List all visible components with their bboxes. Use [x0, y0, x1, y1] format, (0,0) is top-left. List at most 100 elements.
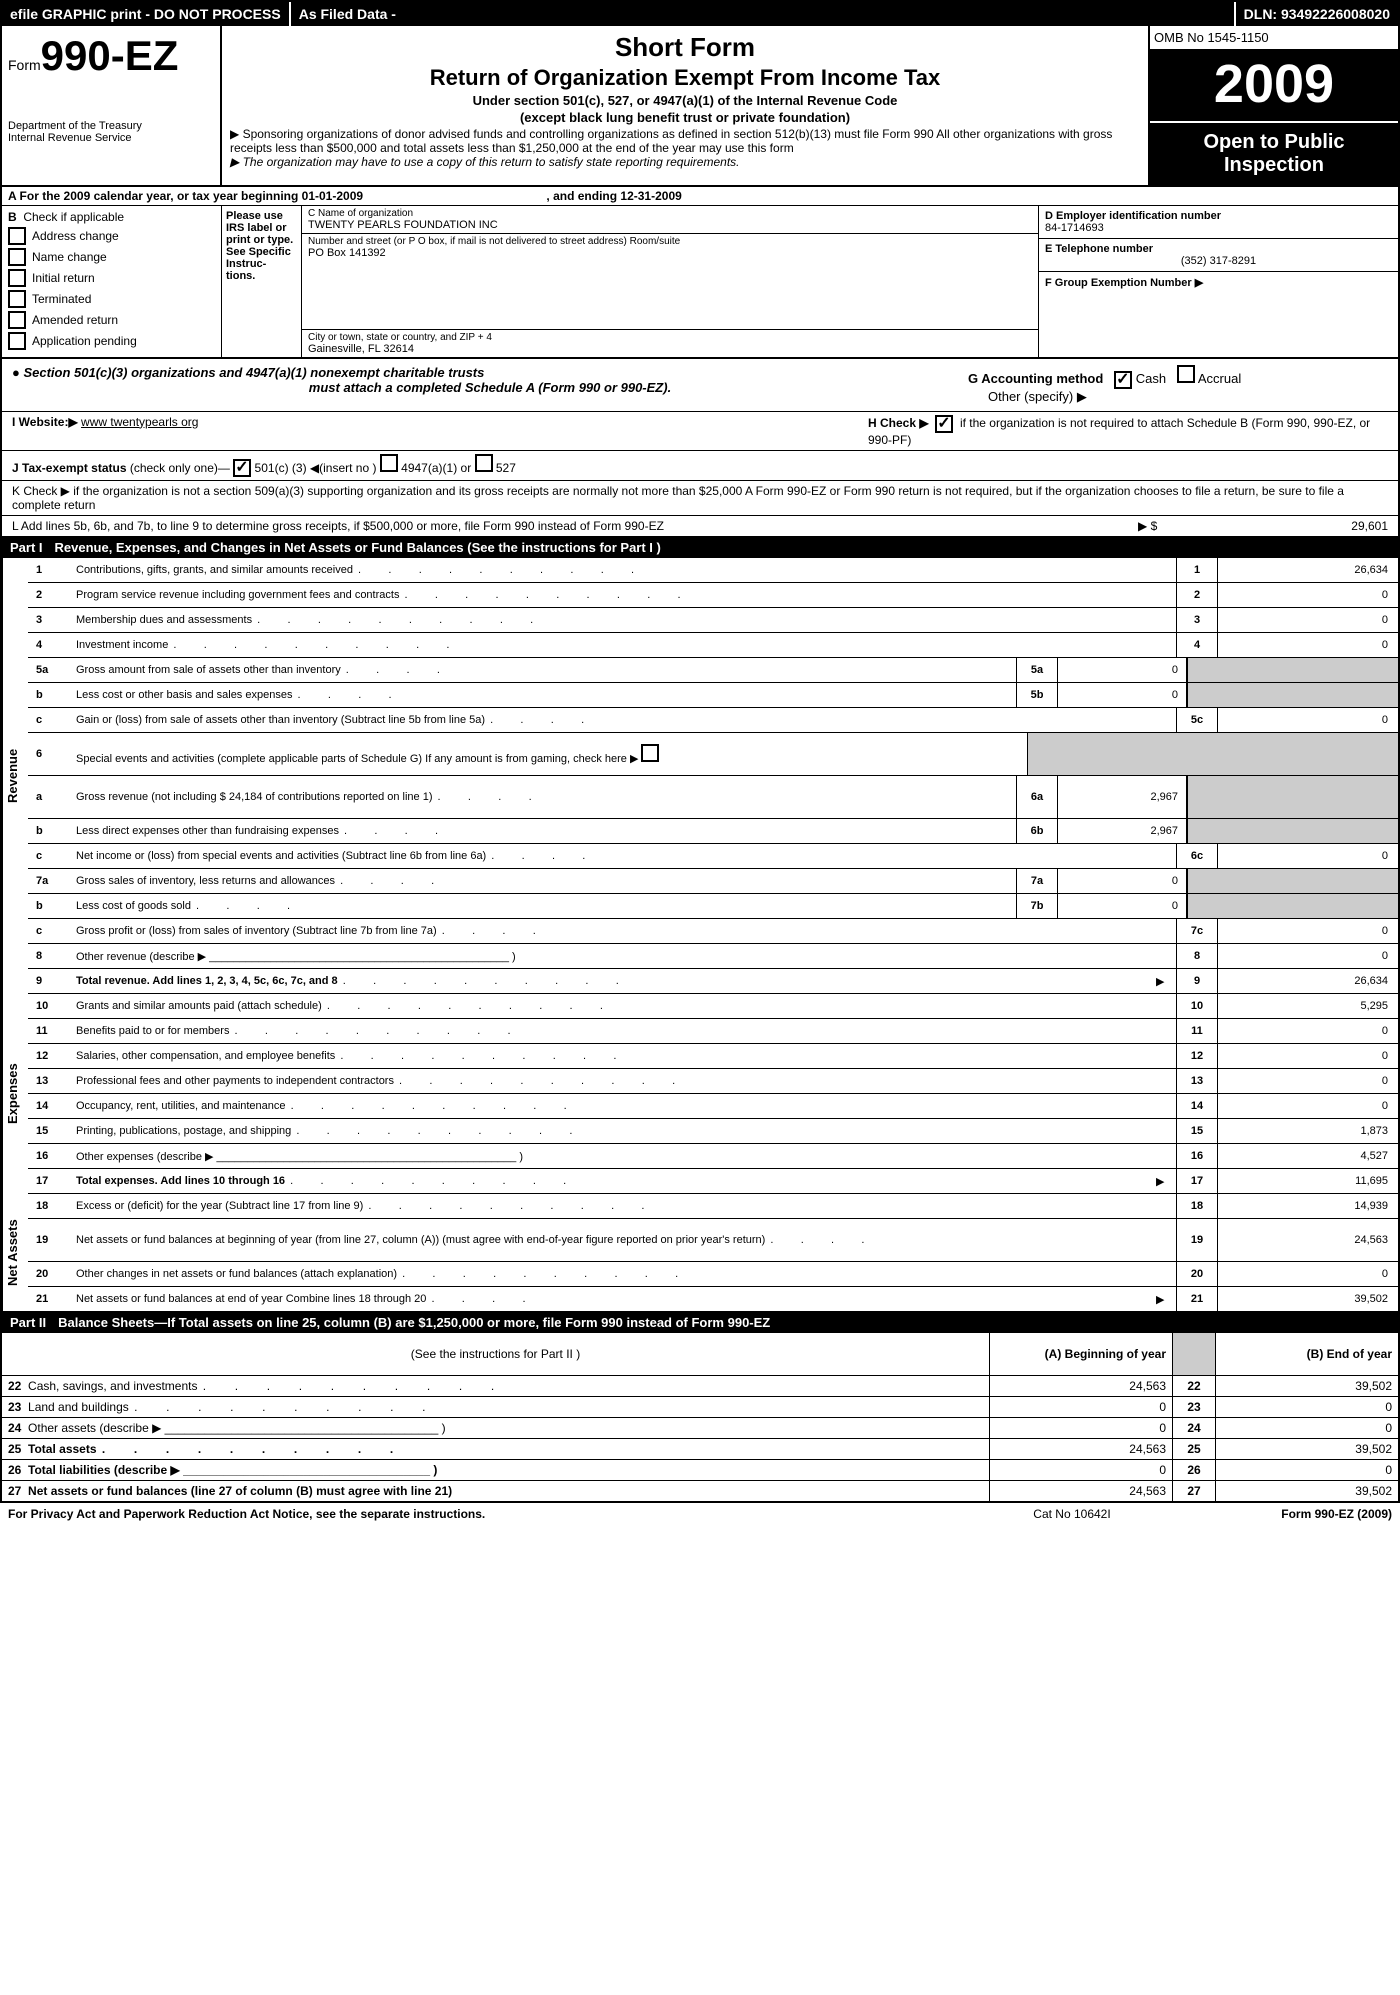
line-16: 16Other expenses (describe ▶ ___________…: [28, 1144, 1398, 1169]
header-left: Form990-EZ Department of the Treasury In…: [2, 26, 222, 185]
bal-row-23: 23 Land and buildings0230: [2, 1397, 1398, 1418]
line-5b: bLess cost or other basis and sales expe…: [28, 683, 1398, 708]
form-container: efile GRAPHIC print - DO NOT PROCESS As …: [0, 0, 1400, 1503]
part-2-header: Part II Balance Sheets—If Total assets o…: [2, 1312, 1398, 1333]
chk-cash[interactable]: [1114, 371, 1132, 389]
ein-label: D Employer identification number: [1045, 210, 1392, 222]
section-501: ● Section 501(c)(3) organizations and 49…: [2, 359, 1398, 412]
h-label: H Check ▶: [868, 416, 929, 430]
chk-4947[interactable]: [380, 454, 398, 472]
dept-treasury: Department of the Treasury: [8, 120, 214, 132]
inspection-1: Open to Public: [1158, 131, 1390, 154]
chk-amended[interactable]: Amended return: [8, 311, 215, 329]
section-a: A For the 2009 calendar year, or tax yea…: [2, 187, 1398, 206]
line-10: 10Grants and similar amounts paid (attac…: [28, 994, 1398, 1019]
line-21: 21Net assets or fund balances at end of …: [28, 1287, 1398, 1311]
bal-row-22: 22 Cash, savings, and investments24,5632…: [2, 1376, 1398, 1397]
bal-row-26: 26 Total liabilities (describe ▶ _______…: [2, 1460, 1398, 1481]
chk-address-change[interactable]: Address change: [8, 227, 215, 245]
group-exemption-label: F Group Exemption Number ▶: [1045, 276, 1392, 289]
chk-accrual[interactable]: [1177, 365, 1195, 383]
chk-schedule-b[interactable]: [935, 415, 953, 433]
org-name: TWENTY PEARLS FOUNDATION INC: [308, 219, 1032, 231]
line-6a: aGross revenue (not including $ 24,184 o…: [28, 776, 1398, 819]
expenses-label: Expenses: [2, 994, 28, 1194]
period-begin: A For the 2009 calendar year, or tax yea…: [8, 189, 363, 203]
line-5a: 5aGross amount from sale of assets other…: [28, 658, 1398, 683]
line-7b: bLess cost of goods sold7b0: [28, 894, 1398, 919]
chk-pending[interactable]: Application pending: [8, 332, 215, 350]
k-line: K Check ▶ if the organization is not a s…: [2, 481, 1398, 516]
revenue-label: Revenue: [2, 558, 28, 994]
note-2: ▶ The organization may have to use a cop…: [230, 155, 1140, 169]
dept-irs: Internal Revenue Service: [8, 132, 214, 144]
footer-right: Form 990-EZ (2009): [1172, 1507, 1392, 1521]
inspection-2: Inspection: [1158, 154, 1390, 177]
footer-left: For Privacy Act and Paperwork Reduction …: [8, 1507, 972, 1521]
dln-label: DLN: 93492226008020: [1236, 2, 1398, 26]
col-c: C Name of organization TWENTY PEARLS FOU…: [302, 206, 1038, 357]
chk-name-change[interactable]: Name change: [8, 248, 215, 266]
chk-initial-return[interactable]: Initial return: [8, 269, 215, 287]
header-mid: Short Form Return of Organization Exempt…: [222, 26, 1148, 185]
sec501-line1: ● Section 501(c)(3) organizations and 49…: [12, 365, 968, 380]
line-15: 15Printing, publications, postage, and s…: [28, 1119, 1398, 1144]
chk-terminated[interactable]: Terminated: [8, 290, 215, 308]
g-label: G Accounting method: [968, 371, 1103, 386]
header-right: OMB No 1545-1150 2009 Open to Public Ins…: [1148, 26, 1398, 185]
netassets-label: Net Assets: [2, 1194, 28, 1311]
city-value: Gainesville, FL 32614: [308, 343, 1032, 355]
line-11: 11Benefits paid to or for members110: [28, 1019, 1398, 1044]
title-return: Return of Organization Exempt From Incom…: [230, 65, 1140, 91]
inspection-box: Open to Public Inspection: [1150, 123, 1398, 185]
line-7a: 7aGross sales of inventory, less returns…: [28, 869, 1398, 894]
note-1: ▶ Sponsoring organizations of donor advi…: [230, 127, 1140, 155]
form-prefix: Form: [8, 57, 41, 73]
line-9: 9Total revenue. Add lines 1, 2, 3, 4, 5c…: [28, 969, 1398, 994]
line-8: 8Other revenue (describe ▶ _____________…: [28, 944, 1398, 969]
col-please: Please use IRS label or print or type. S…: [222, 206, 302, 357]
l-line: L Add lines 5b, 6b, and 7b, to line 9 to…: [2, 516, 1398, 537]
line-7c: cGross profit or (loss) from sales of in…: [28, 919, 1398, 944]
chk-501c[interactable]: [233, 459, 251, 477]
col-d: D Employer identification number 84-1714…: [1038, 206, 1398, 357]
sec501-line2: must attach a completed Schedule A (Form…: [12, 380, 968, 395]
line-6: 6Special events and activities (complete…: [28, 733, 1398, 776]
period-end: , and ending 12-31-2009: [546, 189, 681, 203]
tax-year: 2009: [1150, 51, 1398, 123]
chk-527[interactable]: [475, 454, 493, 472]
part1-num: Part I: [10, 540, 55, 555]
line-6b: bLess direct expenses other than fundrai…: [28, 819, 1398, 844]
header: Form990-EZ Department of the Treasury In…: [2, 26, 1398, 187]
line-19: 19Net assets or fund balances at beginni…: [28, 1219, 1398, 1262]
line-17: 17Total expenses. Add lines 10 through 1…: [28, 1169, 1398, 1194]
line-20: 20Other changes in net assets or fund ba…: [28, 1262, 1398, 1287]
section-a-text: A For the 2009 calendar year, or tax yea…: [2, 187, 1398, 205]
phone-label: E Telephone number: [1045, 243, 1392, 255]
asfiled-label: As Filed Data -: [291, 2, 1236, 26]
line-4: 4Investment income40: [28, 633, 1398, 658]
line-3: 3Membership dues and assessments30: [28, 608, 1398, 633]
org-name-label: C Name of organization: [308, 208, 1032, 219]
line-12: 12Salaries, other compensation, and empl…: [28, 1044, 1398, 1069]
line-1: 1Contributions, gifts, grants, and simil…: [28, 558, 1398, 583]
website-value[interactable]: www twentypearls org: [81, 415, 198, 429]
bal-row-27: 27 Net assets or fund balances (line 27 …: [2, 1481, 1398, 1502]
netassets-section: Net Assets 18Excess or (deficit) for the…: [2, 1194, 1398, 1312]
part2-title: Balance Sheets—If Total assets on line 2…: [58, 1315, 1390, 1330]
revenue-section: Revenue 1Contributions, gifts, grants, a…: [2, 558, 1398, 994]
balance-table: (See the instructions for Part II ) (A) …: [2, 1333, 1398, 1501]
part-1-header: Part I Revenue, Expenses, and Changes in…: [2, 537, 1398, 558]
bal-col-b: (B) End of year: [1216, 1333, 1399, 1376]
top-bar: efile GRAPHIC print - DO NOT PROCESS As …: [2, 2, 1398, 26]
footer: For Privacy Act and Paperwork Reduction …: [0, 1503, 1400, 1525]
bal-row-25: 25 Total assets24,5632539,502: [2, 1439, 1398, 1460]
expenses-section: Expenses 10Grants and similar amounts pa…: [2, 994, 1398, 1194]
chk-gaming[interactable]: [641, 744, 659, 762]
title-short-form: Short Form: [230, 32, 1140, 63]
accounting-method: G Accounting method Cash Accrual Other (…: [968, 365, 1388, 405]
line-2: 2Program service revenue including gover…: [28, 583, 1398, 608]
footer-mid: Cat No 10642I: [972, 1507, 1172, 1521]
part1-title: Revenue, Expenses, and Changes in Net As…: [55, 540, 1390, 555]
l-arrow: ▶ $: [1138, 519, 1218, 533]
